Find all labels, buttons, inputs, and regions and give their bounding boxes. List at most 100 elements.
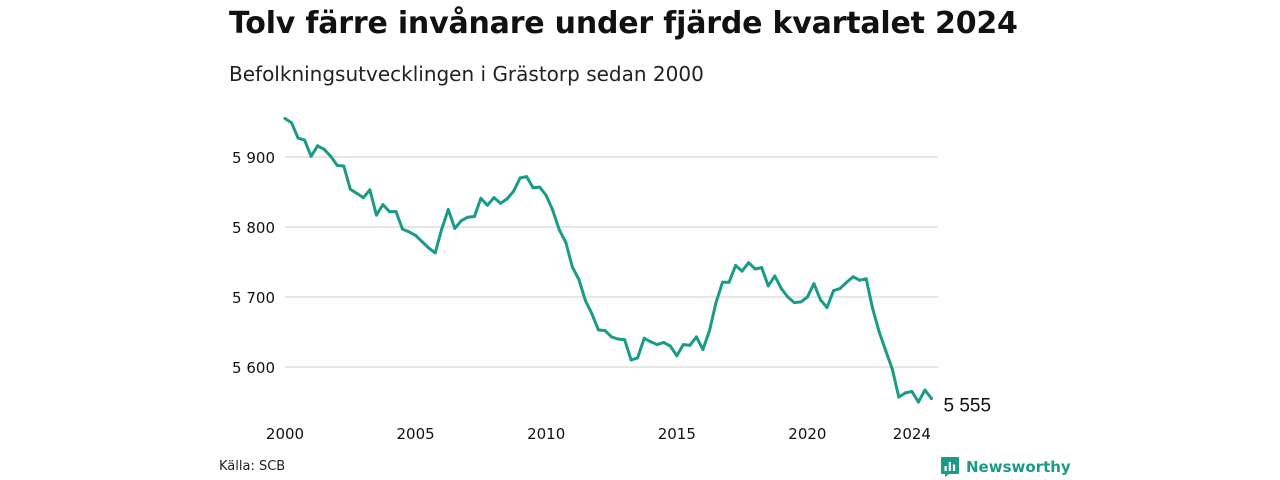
data-point <box>623 338 627 342</box>
data-point <box>675 354 679 358</box>
data-point <box>551 208 555 212</box>
data-point <box>747 261 751 265</box>
data-point <box>485 203 489 207</box>
data-point <box>681 343 685 347</box>
data-point <box>472 215 476 218</box>
data-point <box>812 282 816 286</box>
data-point <box>877 330 881 334</box>
gridlines <box>285 156 938 368</box>
data-point <box>923 388 927 392</box>
data-point <box>845 280 849 284</box>
x-axis-ticks: 2000 2005 2010 2015 2020 2024 <box>266 425 931 443</box>
y-tick-label: 5 700 <box>232 289 275 307</box>
data-point <box>642 336 646 340</box>
data-point <box>766 284 770 288</box>
data-point <box>414 233 418 237</box>
data-point <box>668 344 672 348</box>
data-point <box>929 397 933 400</box>
y-tick-label: 5 900 <box>232 149 275 167</box>
data-point <box>309 154 313 158</box>
data-point <box>479 196 483 200</box>
x-tick-label: 2024 <box>893 425 931 443</box>
data-point <box>303 138 307 142</box>
data-point <box>832 289 836 293</box>
x-tick-label: 2010 <box>527 425 565 443</box>
y-axis-ticks: 5 600 5 700 5 800 5 900 <box>232 149 275 377</box>
data-point <box>498 201 502 205</box>
data-point <box>603 329 607 333</box>
data-point <box>466 215 470 219</box>
data-point <box>897 395 901 399</box>
data-point <box>707 329 711 333</box>
data-point <box>518 176 522 180</box>
data-point <box>407 230 411 234</box>
data-point <box>401 227 405 231</box>
chart-title: Tolv färre invånare under fjärde kvartal… <box>229 6 1018 41</box>
data-point <box>296 136 300 140</box>
data-point <box>838 287 842 291</box>
data-point <box>433 251 437 255</box>
data-point <box>727 280 731 284</box>
data-point <box>662 341 666 344</box>
data-point <box>427 246 431 250</box>
data-point <box>805 295 809 299</box>
data-point <box>688 343 692 347</box>
data-point <box>721 280 725 284</box>
end-value-label: 5 555 <box>943 396 991 417</box>
data-point <box>786 295 790 299</box>
data-point <box>420 240 424 244</box>
data-point <box>714 301 718 305</box>
data-point <box>361 196 365 200</box>
data-point <box>590 312 594 316</box>
data-point <box>316 144 320 148</box>
data-point <box>557 228 561 232</box>
data-point <box>329 154 333 158</box>
x-tick-label: 2015 <box>658 425 696 443</box>
data-point <box>655 343 659 347</box>
data-point <box>446 208 450 211</box>
data-point <box>440 227 444 231</box>
data-point <box>564 240 568 244</box>
data-point <box>394 210 398 214</box>
data-point <box>596 328 600 332</box>
data-point <box>864 277 868 281</box>
data-point <box>505 197 509 201</box>
data-point <box>910 390 914 393</box>
data-point <box>525 175 529 179</box>
data-point <box>459 219 463 223</box>
data-point <box>629 358 633 362</box>
data-point <box>616 337 620 341</box>
data-point <box>760 266 764 270</box>
data-point <box>890 367 894 371</box>
data-point <box>570 265 574 269</box>
data-point <box>453 226 457 230</box>
data-point <box>649 340 653 344</box>
data-point <box>799 300 803 304</box>
data-point <box>610 335 613 339</box>
source-note: Källa: SCB <box>219 459 286 474</box>
data-point <box>381 203 385 207</box>
data-point <box>740 269 744 273</box>
data-points <box>283 117 933 404</box>
y-tick-label: 5 800 <box>232 219 275 237</box>
data-point <box>884 349 888 353</box>
chart-subtitle: Befolkningsutvecklingen i Grästorp sedan… <box>229 62 704 86</box>
data-point <box>818 298 822 302</box>
newsworthy-logo: Newsworthy <box>940 456 1071 478</box>
data-point <box>583 299 587 302</box>
x-tick-label: 2020 <box>788 425 826 443</box>
data-point <box>290 121 294 125</box>
data-point <box>792 301 796 305</box>
data-point <box>858 278 862 282</box>
data-point <box>342 164 346 168</box>
data-point <box>779 287 783 291</box>
data-point <box>871 307 875 311</box>
data-point <box>544 194 548 197</box>
data-point <box>512 189 516 193</box>
data-point <box>694 335 698 339</box>
data-point <box>387 210 391 214</box>
x-tick-label: 2000 <box>266 425 304 443</box>
data-point <box>355 191 359 195</box>
data-point <box>851 275 855 279</box>
